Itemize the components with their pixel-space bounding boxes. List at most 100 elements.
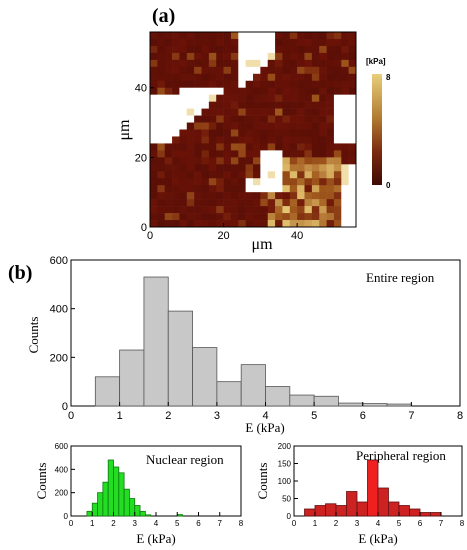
- map-cell: [304, 171, 313, 179]
- map-cell: [267, 87, 276, 95]
- map-cell: [208, 185, 217, 193]
- entire-x-tick-label: 2: [165, 410, 171, 422]
- map-cell: [297, 108, 305, 116]
- map-cell: [245, 136, 254, 144]
- map-cell: [297, 178, 305, 186]
- map-cell: [282, 143, 291, 151]
- map-cell: [333, 150, 342, 158]
- map-cell: [311, 150, 320, 158]
- map-cell: [157, 32, 166, 40]
- map-cell: [238, 178, 246, 186]
- map-cell: [289, 213, 298, 221]
- peripheral-x-tick-label: 3: [355, 519, 360, 528]
- map-cell: [282, 80, 291, 89]
- map-cell: [245, 80, 254, 89]
- map-y-tick-label: 20: [135, 152, 147, 164]
- map-cell: [223, 45, 232, 54]
- map-cell: [223, 171, 232, 179]
- map-cell: [282, 73, 291, 82]
- map-cell: [164, 115, 173, 123]
- map-cell: [238, 87, 246, 95]
- map-cell: [267, 220, 276, 228]
- map-cell: [326, 164, 335, 172]
- map-cell: [311, 59, 320, 68]
- map-cell: [304, 45, 313, 54]
- map-cell: [150, 213, 158, 221]
- histogram-nuclear-region: 0 1 2 3 4 5 6 7 8 0 200 400 600 Nuclear region E (k…: [34, 442, 244, 546]
- map-cell: [297, 220, 305, 228]
- map-cell: [245, 157, 254, 165]
- map-cell: [223, 178, 232, 186]
- map-cell: [164, 143, 173, 151]
- map-cell: [194, 80, 202, 89]
- entire-bars: [94, 276, 412, 407]
- map-cell: [179, 45, 188, 54]
- map-cell: [333, 129, 342, 137]
- map-cell: [267, 38, 276, 47]
- nuclear-bar: [91, 502, 98, 517]
- map-cell: [172, 171, 180, 179]
- map-cell: [172, 150, 180, 158]
- map-cell: [267, 108, 276, 116]
- map-cell: [267, 143, 276, 151]
- entire-bar: [192, 347, 218, 407]
- map-cell: [179, 101, 188, 109]
- map-cell: [341, 192, 349, 200]
- map-cell: [150, 59, 158, 68]
- map-cell: [267, 80, 276, 89]
- map-cell: [208, 80, 217, 89]
- map-cell: [275, 129, 283, 137]
- entire-x-tick-label: 1: [117, 410, 123, 422]
- map-cell: [311, 192, 320, 200]
- map-cell: [275, 164, 283, 172]
- map-cell: [223, 101, 232, 109]
- map-cell: [164, 32, 173, 40]
- map-cell: [304, 220, 313, 228]
- map-cell: [208, 150, 217, 158]
- map-cell: [208, 213, 217, 221]
- map-cell: [172, 32, 180, 40]
- map-cell: [201, 150, 210, 158]
- map-cell: [179, 136, 188, 144]
- map-cell: [253, 143, 261, 151]
- map-cell: [275, 122, 283, 130]
- map-x-axis-title: μm: [251, 236, 273, 253]
- map-cell: [179, 115, 188, 123]
- map-y-axis-title: μm: [116, 119, 133, 141]
- peripheral-x-tick-label: 6: [418, 519, 423, 528]
- map-cell: [216, 32, 224, 40]
- map-cell: [238, 150, 246, 158]
- map-cell: [150, 80, 158, 89]
- map-cell: [326, 199, 335, 207]
- map-cell: [282, 178, 291, 186]
- map-cell: [223, 136, 232, 144]
- entire-x-tick-label: 7: [408, 410, 414, 422]
- map-cell: [333, 178, 342, 186]
- map-cell: [216, 115, 224, 123]
- panel-a-label: (a): [152, 5, 175, 27]
- map-cell: [297, 87, 305, 95]
- map-cell: [289, 45, 298, 54]
- map-cell: [238, 143, 246, 151]
- map-cell: [253, 206, 261, 214]
- map-cell: [341, 199, 349, 207]
- map-cell: [216, 101, 224, 109]
- map-cell: [260, 213, 269, 221]
- map-cell: [341, 178, 349, 186]
- map-cell: [333, 122, 342, 130]
- map-cell: [311, 101, 320, 109]
- map-cell: [319, 136, 327, 144]
- map-cell: [260, 108, 269, 116]
- map-cell: [348, 66, 357, 75]
- map-cell: [157, 192, 166, 200]
- map-cell: [348, 199, 357, 207]
- map-cell: [282, 157, 291, 165]
- map-cell: [230, 87, 239, 95]
- map-cell: [186, 129, 195, 137]
- map-cell: [238, 171, 246, 179]
- map-cell: [253, 108, 261, 116]
- map-cell: [260, 220, 269, 228]
- map-cell: [201, 87, 210, 95]
- map-cell: [297, 115, 305, 123]
- map-x-tick-label: 20: [217, 230, 229, 242]
